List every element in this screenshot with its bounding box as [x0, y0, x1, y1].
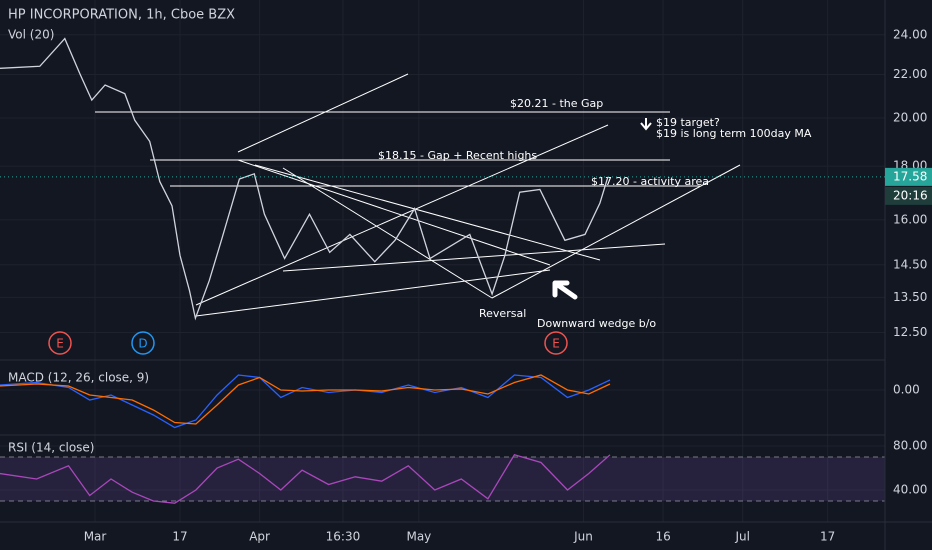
- event-marker[interactable]: [544, 331, 568, 355]
- trend-line: [254, 164, 601, 261]
- drawings: [95, 73, 741, 317]
- chart-title: HP INCORPORATION, 1h, Cboe BZX: [8, 8, 235, 23]
- annotation: $19 target?: [656, 116, 720, 129]
- series-line: [0, 374, 611, 429]
- trend-line: [491, 164, 741, 299]
- y-tick-label: 80.00: [893, 439, 927, 453]
- macd-title: MACD (12, 26, close, 9): [8, 371, 149, 385]
- price-line: [0, 37, 609, 321]
- trend-line: [282, 243, 666, 272]
- y-tick-label: 0.00: [893, 383, 920, 397]
- annotation: Reversal: [479, 307, 526, 320]
- trend-line: [195, 269, 551, 317]
- annotation: $20.21 - the Gap: [510, 97, 603, 110]
- event-marker[interactable]: [131, 331, 155, 355]
- grid: [0, 0, 885, 522]
- trend-line: [282, 167, 493, 299]
- arrow-icon: [640, 118, 652, 131]
- y-tick-label: 40.00: [893, 483, 927, 497]
- y-tick-label: 12.50: [893, 325, 927, 339]
- x-tick-label: Jul: [734, 530, 749, 544]
- marks: Mar 17 Apr 16:30 May Jun 16 Jul 17 12.50 13.50 14.5…: [0, 27, 932, 544]
- event-marker[interactable]: [48, 331, 72, 355]
- annotation: $18.15 - Gap + Recent highs: [378, 149, 537, 162]
- arrow-icon: [552, 280, 578, 300]
- y-tick-label: 14.50: [893, 257, 927, 271]
- trend-line: [237, 73, 409, 153]
- event-label: E: [56, 337, 64, 351]
- last-price-box: [885, 167, 932, 186]
- y-tick-label: 13.50: [893, 290, 927, 304]
- y-tick-label: 22.00: [893, 67, 927, 81]
- y-tick-label: 24.00: [893, 27, 927, 41]
- volume-label: Vol (20): [8, 28, 54, 42]
- y-tick-label: 16.00: [893, 212, 927, 226]
- annotation: $19 is long term 100day MA: [656, 127, 812, 140]
- price-line: [0, 454, 611, 504]
- event-label: D: [138, 337, 147, 351]
- x-tick-label: Apr: [249, 530, 270, 544]
- countdown-label: 20:16: [893, 188, 928, 202]
- annotation: $17.20 - activity area: [591, 175, 709, 188]
- x-tick-label: 16:30: [326, 530, 361, 544]
- annotation: Downward wedge b/o: [537, 317, 656, 330]
- x-tick-label: 17: [820, 530, 835, 544]
- series-line: [0, 374, 611, 425]
- last-price-label: 17.58: [893, 169, 927, 183]
- y-tick-label: 20.00: [893, 111, 927, 125]
- trend-line: [237, 159, 551, 266]
- rsi-title: RSI (14, close): [8, 441, 94, 455]
- event-label: E: [552, 337, 560, 351]
- rsi-band: [0, 457, 885, 501]
- x-tick-label: 16: [655, 530, 670, 544]
- x-tick-label: Mar: [84, 530, 107, 544]
- x-tick-label: May: [406, 530, 431, 544]
- x-tick-label: 17: [172, 530, 187, 544]
- x-tick-label: Jun: [573, 530, 593, 544]
- countdown-box: [885, 186, 932, 205]
